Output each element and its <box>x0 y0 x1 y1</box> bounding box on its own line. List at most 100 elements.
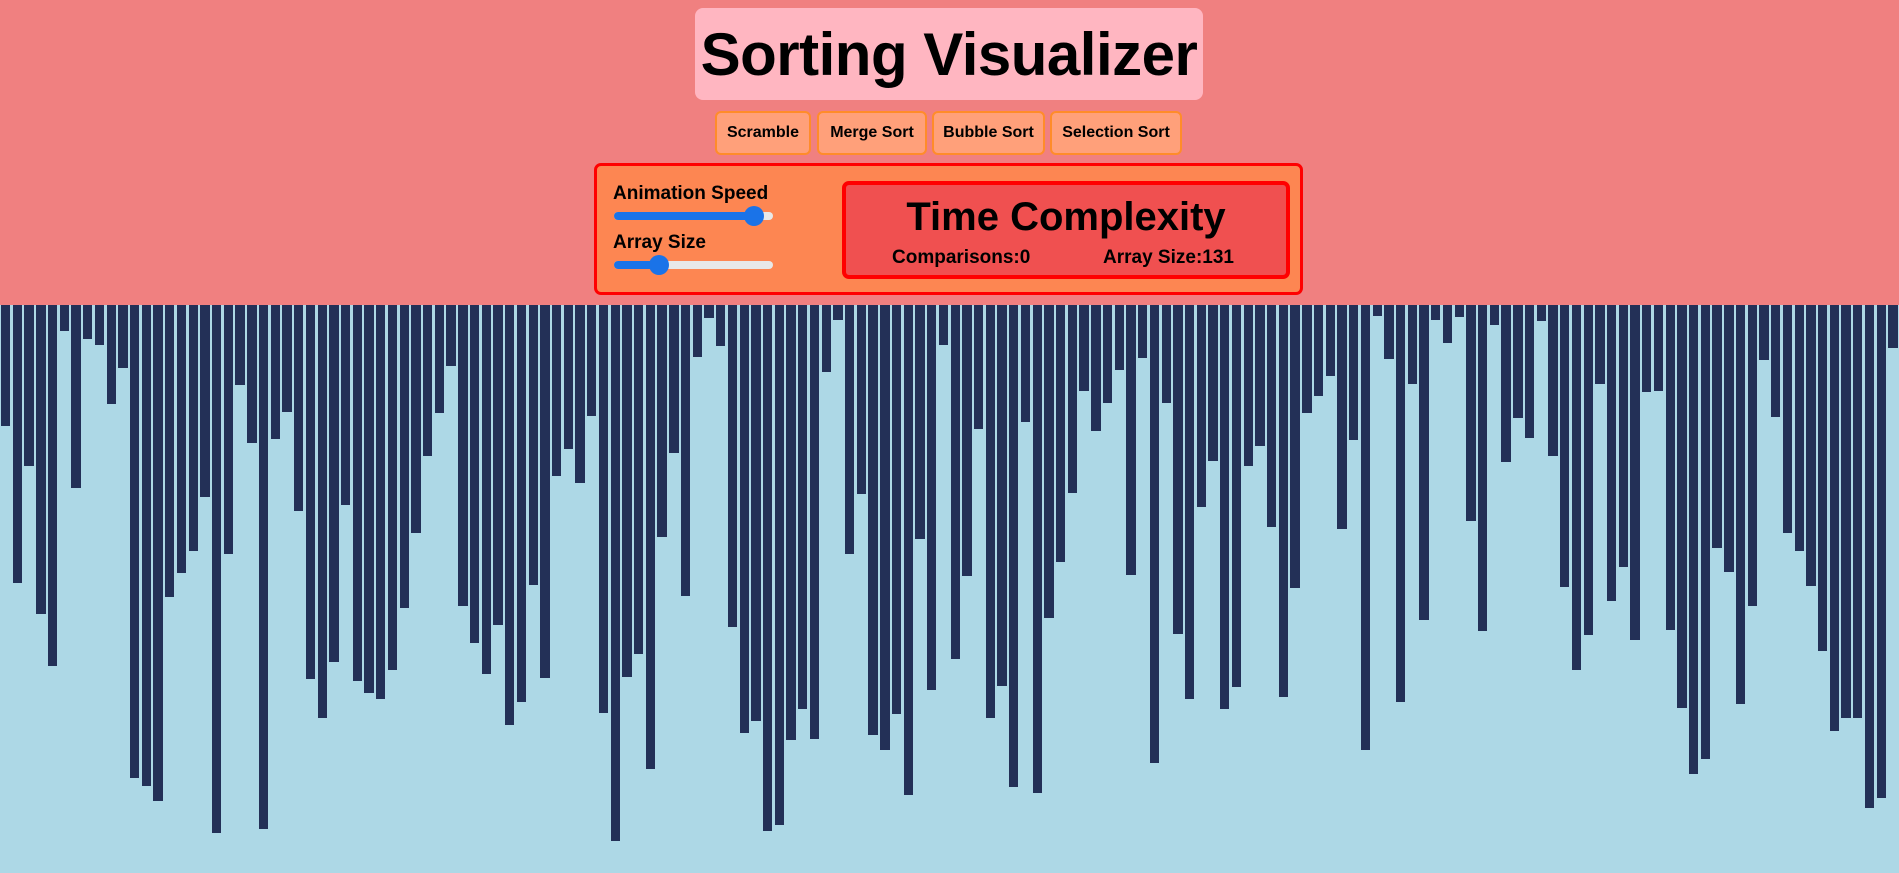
array-bar <box>1009 305 1019 787</box>
array-bar <box>12 305 23 583</box>
array-bar <box>305 305 316 679</box>
array-bar <box>692 305 702 357</box>
array-bar <box>1771 305 1781 417</box>
scramble-button[interactable]: Scramble <box>715 111 811 155</box>
array-bar <box>622 305 632 677</box>
array-bar <box>1794 305 1804 551</box>
array-bar <box>446 305 456 366</box>
title-box: Sorting Visualizer <box>695 8 1203 100</box>
slider-thumb[interactable] <box>744 206 764 226</box>
array-bar <box>727 305 738 627</box>
array-bar <box>1853 305 1863 718</box>
array-bar <box>376 305 386 699</box>
array-bar <box>1841 305 1851 718</box>
array-bar <box>1665 305 1675 630</box>
array-bar <box>1349 305 1359 440</box>
slider-thumb[interactable] <box>649 255 669 275</box>
array-bar <box>364 305 374 693</box>
animation-speed-slider[interactable] <box>614 206 773 226</box>
array-bar <box>458 305 468 606</box>
array-bar <box>1407 305 1418 384</box>
array-bar <box>1255 305 1265 446</box>
array-bar <box>1876 305 1886 798</box>
array-bar <box>1442 305 1453 343</box>
array-bar <box>751 305 761 721</box>
array-bar <box>1419 305 1429 620</box>
array-bar <box>645 305 656 769</box>
array-bar <box>1536 305 1546 321</box>
array-bar <box>176 305 187 573</box>
array-bar <box>1220 305 1230 709</box>
array-bar <box>1782 305 1793 533</box>
slider-fill <box>614 261 659 269</box>
array-bar <box>1126 305 1136 575</box>
array-bar <box>950 305 960 659</box>
array-bar <box>1091 305 1101 431</box>
array-bar <box>235 305 245 385</box>
array-bar <box>1138 305 1148 358</box>
array-bar <box>540 305 550 678</box>
array-bar <box>1395 305 1406 702</box>
selection-sort-button[interactable]: Selection Sort <box>1050 111 1182 155</box>
array-bar <box>59 305 69 331</box>
array-bar <box>774 305 785 825</box>
array-bar <box>587 305 597 416</box>
array-bar <box>1548 305 1558 456</box>
array-bar <box>83 305 93 339</box>
array-bar <box>891 305 902 714</box>
array-bar <box>1888 305 1898 348</box>
array-bar <box>528 305 538 585</box>
array-bar <box>1384 305 1394 359</box>
array-bar <box>1243 305 1253 466</box>
array-bar <box>716 305 726 346</box>
array-bar <box>704 305 714 318</box>
button-row: Scramble Merge Sort Bubble Sort Selectio… <box>0 111 1899 155</box>
array-bar <box>223 305 234 554</box>
array-bar <box>551 305 562 476</box>
array-bar <box>1677 305 1687 708</box>
array-bar <box>1735 305 1746 704</box>
bubble-sort-button[interactable]: Bubble Sort <box>932 111 1045 155</box>
array-size-slider[interactable] <box>614 255 773 275</box>
array-bar <box>634 305 644 654</box>
array-bar <box>1278 305 1289 697</box>
array-bar <box>1079 305 1089 391</box>
array-bar <box>329 305 339 662</box>
array-bar <box>657 305 667 537</box>
array-bar <box>739 305 749 733</box>
array-bar <box>1208 305 1218 461</box>
array-bar <box>1313 305 1324 396</box>
array-bar <box>997 305 1007 686</box>
array-bar <box>352 305 363 681</box>
array-bar <box>563 305 574 449</box>
array-bar <box>1759 305 1769 360</box>
array-bar <box>962 305 972 576</box>
array-bar <box>1044 305 1054 618</box>
array-bar <box>118 305 128 368</box>
array-bar <box>1817 305 1828 651</box>
page-title: Sorting Visualizer <box>700 20 1198 88</box>
comparisons-value: 0 <box>1019 247 1031 268</box>
header: Sorting Visualizer Scramble Merge Sort B… <box>0 0 1899 305</box>
animation-speed-label: Animation Speed <box>613 183 769 204</box>
array-bar <box>340 305 351 505</box>
array-bar <box>1560 305 1570 587</box>
array-bar <box>1267 305 1277 527</box>
array-bar <box>1056 305 1066 562</box>
array-bar <box>294 305 304 511</box>
merge-sort-button[interactable]: Merge Sort <box>817 111 927 155</box>
array-bar <box>1020 305 1031 422</box>
array-bar <box>680 305 691 596</box>
array-bar <box>282 305 292 412</box>
array-bar <box>1290 305 1300 588</box>
array-bar <box>809 305 820 739</box>
array-bar <box>610 305 620 841</box>
array-bar <box>387 305 398 670</box>
array-bar <box>1653 305 1664 391</box>
array-bar <box>434 305 445 413</box>
array-bar <box>423 305 433 456</box>
array-bar <box>903 305 913 795</box>
array-bar <box>1595 305 1605 384</box>
array-bar <box>1454 305 1464 317</box>
time-complexity-title: Time Complexity <box>906 195 1226 239</box>
